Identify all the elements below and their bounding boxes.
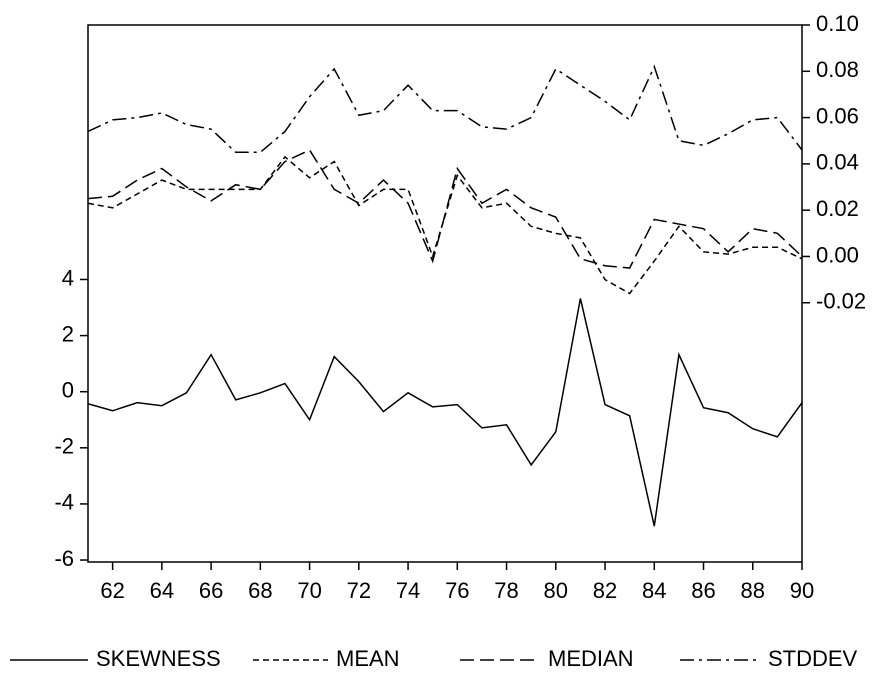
x-tick-label: 86 [691, 578, 715, 603]
y2-tick-label: 0.06 [816, 103, 859, 128]
x-tick-label: 84 [642, 578, 666, 603]
plot-frame [87, 24, 803, 563]
y-tick-label: 0 [62, 378, 74, 403]
y-tick-label: 4 [62, 265, 74, 290]
y-tick-label: 2 [62, 321, 74, 346]
x-tick-label: 80 [544, 578, 568, 603]
y2-tick-label: 0.00 [816, 242, 859, 267]
y-tick-label: -2 [54, 434, 74, 459]
x-tick-label: 76 [445, 578, 469, 603]
x-tick-label: 72 [347, 578, 371, 603]
y2-tick-label: 0.10 [816, 11, 859, 36]
legend-label: MEDIAN [548, 646, 634, 671]
y2-tick-label: 0.02 [816, 196, 859, 221]
x-tick-label: 62 [100, 578, 124, 603]
x-tick-label: 64 [150, 578, 174, 603]
x-tick-label: 68 [248, 578, 272, 603]
legend-label: SKEWNESS [96, 646, 221, 671]
y2-tick-label: -0.02 [816, 289, 866, 314]
legend-label: STDDEV [768, 646, 858, 671]
series-line [87, 64, 803, 154]
y-tick-label: -6 [54, 546, 74, 571]
x-tick-label: 90 [790, 578, 814, 603]
x-tick-label: 74 [396, 578, 420, 603]
series-line [87, 149, 803, 269]
x-tick-label: 70 [297, 578, 321, 603]
series-line [87, 298, 803, 527]
y-tick-label: -4 [54, 490, 74, 515]
x-tick-label: 82 [593, 578, 617, 603]
x-tick-label: 78 [494, 578, 518, 603]
y2-tick-label: 0.04 [816, 150, 859, 175]
x-tick-label: 66 [199, 578, 223, 603]
legend-label: MEAN [336, 646, 400, 671]
y2-tick-label: 0.08 [816, 57, 859, 82]
x-tick-label: 88 [741, 578, 765, 603]
series-line [87, 155, 803, 295]
